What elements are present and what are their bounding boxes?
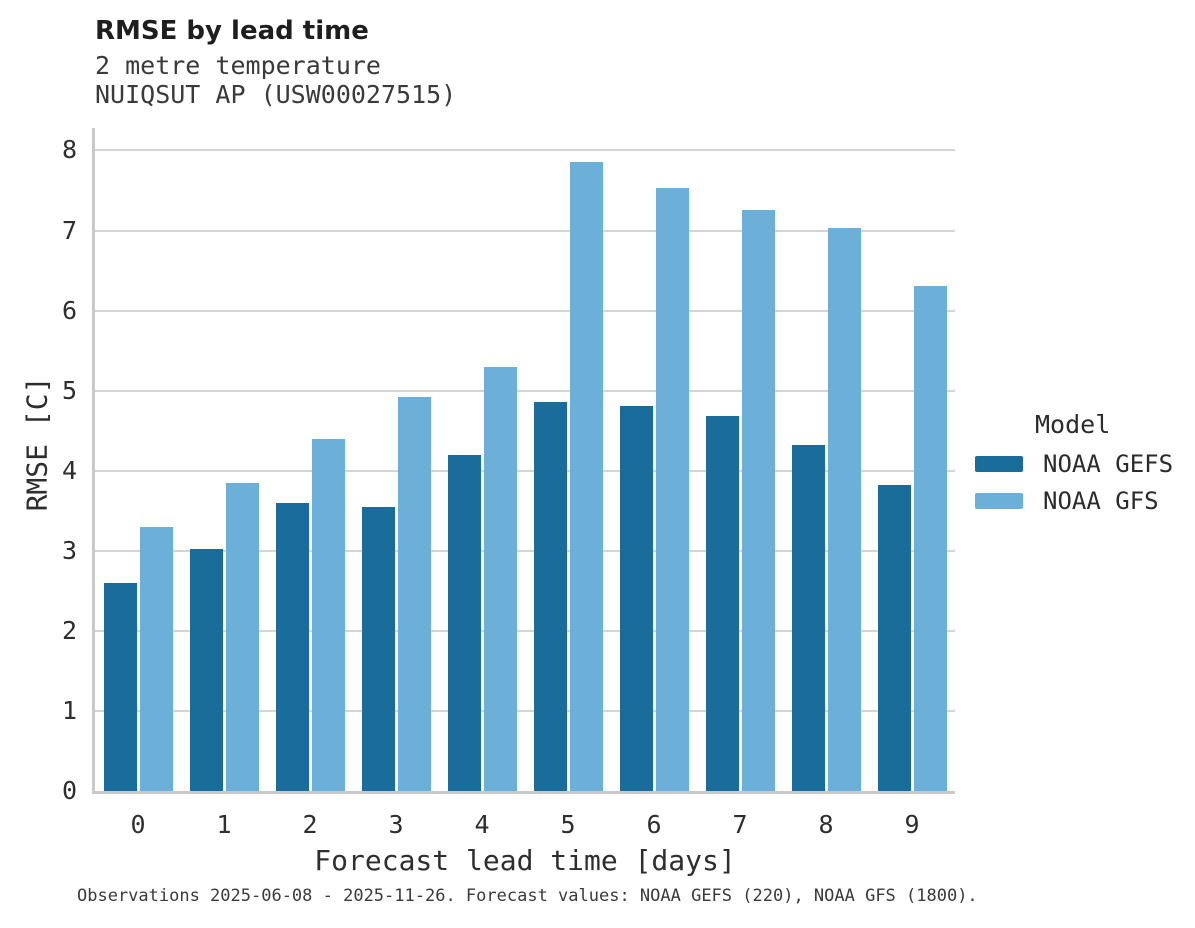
chart-subtitle: 2 metre temperature NUIQSUT AP (USW00027… (95, 51, 456, 109)
bar-noaa-gefs-lead-4 (447, 454, 481, 791)
bar-group-5 (525, 128, 611, 791)
plot-area: 0 1 2 3 4 5 6 7 8 0 1 2 3 4 5 6 7 8 9 (62, 128, 955, 838)
bar-noaa-gfs-lead-1 (225, 482, 259, 791)
subtitle-line-1: 2 metre temperature (95, 51, 381, 80)
legend-swatch-noaa-gefs (975, 456, 1023, 472)
x-axis-label: Forecast lead time [days] (314, 844, 736, 877)
gridline-y-5 (95, 389, 955, 392)
gridline-y-3 (95, 549, 955, 552)
legend: Model NOAA GEFS NOAA GFS (975, 410, 1174, 515)
bar-noaa-gefs-lead-7 (705, 416, 739, 791)
bar-noaa-gfs-lead-5 (569, 161, 603, 791)
gridline-y-2 (95, 629, 955, 632)
y-tick-label-6: 6 (61, 295, 77, 325)
bar-noaa-gefs-lead-2 (275, 502, 309, 791)
legend-item-noaa-gefs: NOAA GEFS (975, 450, 1174, 478)
chart-title: RMSE by lead time (95, 16, 369, 46)
x-tick-label-0: 0 (130, 810, 146, 839)
y-tick-label-4: 4 (61, 455, 77, 485)
y-tick-label-8: 8 (61, 135, 77, 165)
legend-label-noaa-gfs: NOAA GFS (1043, 487, 1159, 515)
bar-noaa-gefs-lead-0 (103, 582, 137, 791)
gridline-y-8 (95, 149, 955, 152)
legend-item-noaa-gfs: NOAA GFS (975, 487, 1173, 515)
bar-group-9 (869, 128, 955, 791)
x-tick-label-8: 8 (818, 810, 834, 839)
x-tick-label-3: 3 (388, 810, 404, 839)
bar-noaa-gfs-lead-4 (483, 366, 517, 791)
y-tick-label-2: 2 (61, 615, 77, 645)
bar-noaa-gefs-lead-6 (619, 405, 653, 791)
gridline-y-1 (95, 709, 955, 712)
gridline-y-4 (95, 469, 955, 472)
legend-swatch-noaa-gfs (975, 493, 1023, 509)
bar-noaa-gefs-lead-3 (361, 506, 395, 791)
legend-label-noaa-gefs: NOAA GEFS (1043, 450, 1174, 478)
bar-group-8 (783, 128, 869, 791)
bar-noaa-gfs-lead-9 (913, 285, 947, 791)
x-tick-label-5: 5 (560, 810, 576, 839)
bar-group-4 (439, 128, 525, 791)
bar-noaa-gfs-lead-3 (397, 397, 431, 791)
y-tick-label-7: 7 (61, 215, 77, 245)
bar-noaa-gefs-lead-8 (791, 445, 825, 791)
x-tick-label-9: 9 (904, 810, 920, 839)
bar-group-3 (353, 128, 439, 791)
bar-noaa-gfs-lead-7 (741, 210, 775, 791)
bar-noaa-gefs-lead-5 (533, 401, 567, 791)
bar-noaa-gefs-lead-9 (877, 485, 911, 791)
bar-group-1 (181, 128, 267, 791)
bar-group-6 (611, 128, 697, 791)
y-tick-label-1: 1 (61, 695, 77, 725)
bar-group-2 (267, 128, 353, 791)
y-tick-label-5: 5 (61, 375, 77, 405)
y-tick-label-3: 3 (61, 535, 77, 565)
gridline-y-7 (95, 229, 955, 232)
bar-noaa-gfs-lead-2 (311, 438, 345, 791)
bar-noaa-gefs-lead-1 (189, 549, 223, 791)
gridline-y-6 (95, 309, 955, 312)
bar-group-0 (95, 128, 181, 791)
x-tick-label-6: 6 (646, 810, 662, 839)
bar-noaa-gfs-lead-6 (655, 188, 689, 791)
x-tick-label-1: 1 (216, 810, 232, 839)
x-tick-label-2: 2 (302, 810, 318, 839)
legend-title: Model (1035, 410, 1111, 439)
caption: Observations 2025-06-08 - 2025-11-26. Fo… (77, 886, 978, 906)
y-tick-label-0: 0 (61, 776, 77, 805)
x-tick-label-7: 7 (732, 810, 748, 839)
bar-noaa-gfs-lead-8 (827, 228, 861, 791)
x-tick-label-4: 4 (474, 810, 490, 839)
subtitle-line-2: NUIQSUT AP (USW00027515) (95, 80, 457, 109)
bar-noaa-gfs-lead-0 (139, 526, 173, 791)
bar-group-7 (697, 128, 783, 791)
